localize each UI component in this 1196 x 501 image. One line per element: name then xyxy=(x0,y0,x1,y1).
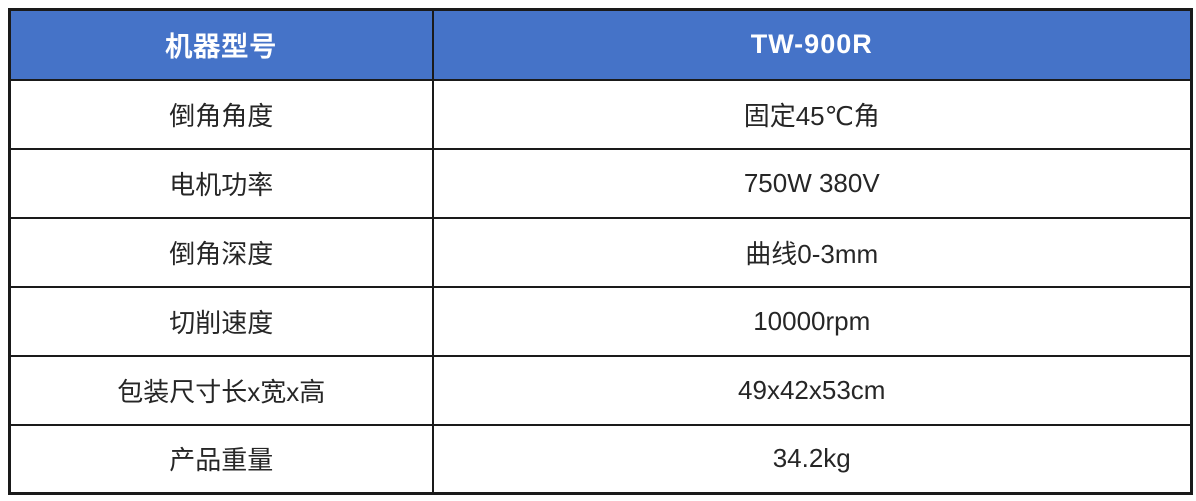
header-model-label: 机器型号 xyxy=(8,8,434,81)
table-row: 切削速度 10000rpm xyxy=(8,285,1193,357)
spec-value-cell: 34.2kg xyxy=(431,423,1193,495)
spec-label-cell: 切削速度 xyxy=(8,285,434,357)
table-row: 倒角深度 曲线0-3mm xyxy=(8,216,1193,288)
product-spec-section: 机器型号 TW-900R 倒角角度 固定45℃角 电机功率 750W 380V … xyxy=(8,8,1193,495)
table-row: 电机功率 750W 380V xyxy=(8,147,1193,219)
spec-label-cell: 倒角角度 xyxy=(8,78,434,150)
table-row: 包装尺寸长x宽x高 49x42x53cm xyxy=(8,354,1193,426)
table-row: 倒角角度 固定45℃角 xyxy=(8,78,1193,150)
spec-value-cell: 10000rpm xyxy=(431,285,1193,357)
product-spec-table: 机器型号 TW-900R 倒角角度 固定45℃角 电机功率 750W 380V … xyxy=(8,8,1193,495)
header-model-value: TW-900R xyxy=(431,8,1193,81)
spec-label-cell: 倒角深度 xyxy=(8,216,434,288)
spec-table-header-row: 机器型号 TW-900R xyxy=(8,8,1193,81)
table-row: 产品重量 34.2kg xyxy=(8,423,1193,495)
spec-value-cell: 49x42x53cm xyxy=(431,354,1193,426)
spec-value-cell: 曲线0-3mm xyxy=(431,216,1193,288)
spec-label-cell: 产品重量 xyxy=(8,423,434,495)
spec-label-cell: 电机功率 xyxy=(8,147,434,219)
spec-label-cell: 包装尺寸长x宽x高 xyxy=(8,354,434,426)
spec-value-cell: 750W 380V xyxy=(431,147,1193,219)
spec-value-cell: 固定45℃角 xyxy=(431,78,1193,150)
